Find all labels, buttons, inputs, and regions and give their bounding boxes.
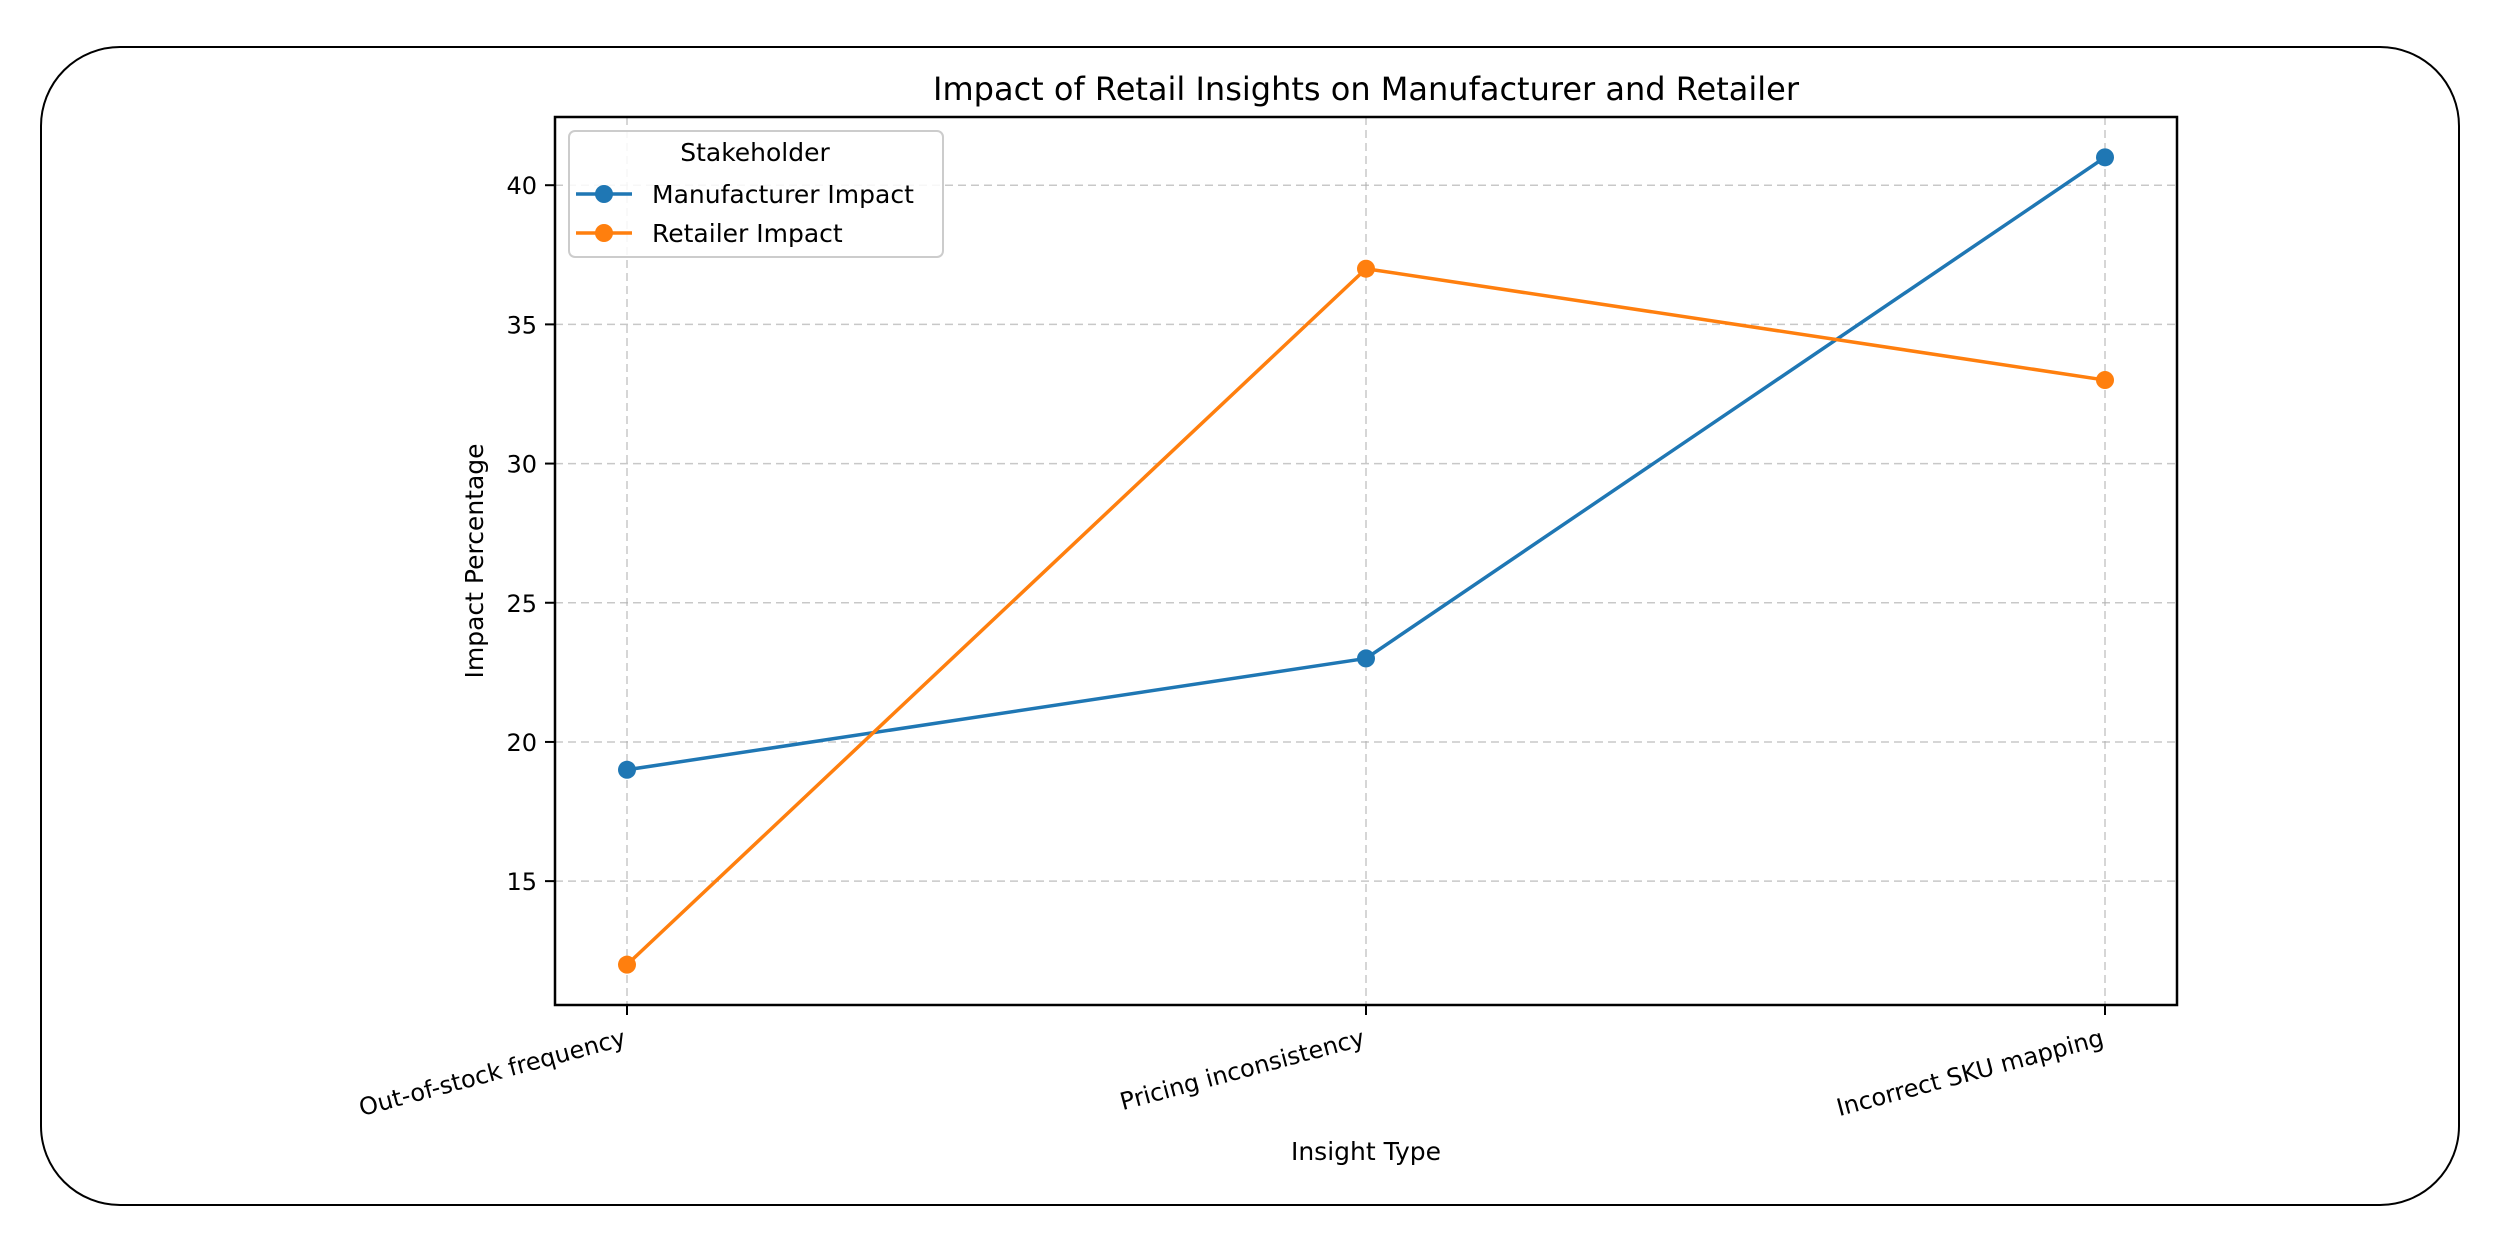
chart-frame (40, 46, 2460, 1206)
y-tick-label: 40 (506, 172, 537, 200)
y-tick-label: 20 (506, 729, 537, 757)
legend-marker-icon (595, 224, 613, 242)
data-point-marker (2096, 371, 2114, 390)
x-tick-label: Out-of-stock frequency (356, 1024, 629, 1122)
legend-item-retailer: Retailer Impact (576, 219, 843, 248)
y-tick-label: 35 (506, 311, 537, 339)
x-tick-label: Pricing inconsistency (1117, 1024, 1368, 1116)
data-point-marker (2096, 148, 2114, 167)
y-axis-ticks: 15 20 25 30 35 40 (506, 172, 555, 896)
grid-lines (555, 117, 2177, 1005)
data-point-marker (618, 760, 636, 779)
y-tick-label: 15 (506, 868, 537, 896)
legend-title: Stakeholder (680, 138, 830, 167)
y-tick-label: 30 (506, 451, 537, 479)
legend-label: Retailer Impact (652, 219, 843, 248)
legend-marker-icon (595, 185, 613, 203)
legend-label: Manufacturer Impact (652, 180, 914, 209)
data-point-marker (1357, 259, 1375, 278)
x-tick-label: Incorrect SKU mapping (1834, 1024, 2107, 1122)
x-axis-ticks: Out-of-stock frequency Pricing inconsiste… (356, 1005, 2107, 1122)
data-point-marker (618, 955, 636, 974)
chart-title: Impact of Retail Insights on Manufacture… (933, 70, 1800, 108)
legend-item-manufacturer: Manufacturer Impact (576, 180, 914, 209)
legend-box (568, 130, 944, 258)
series-lines (618, 148, 2114, 974)
x-axis-label: Insight Type (1291, 1137, 1441, 1166)
data-point-marker (1357, 649, 1375, 668)
y-axis-label: Impact Percentage (460, 443, 489, 678)
legend: Stakeholder Manufacturer Impact Retailer… (568, 130, 944, 258)
y-tick-label: 25 (506, 590, 537, 618)
